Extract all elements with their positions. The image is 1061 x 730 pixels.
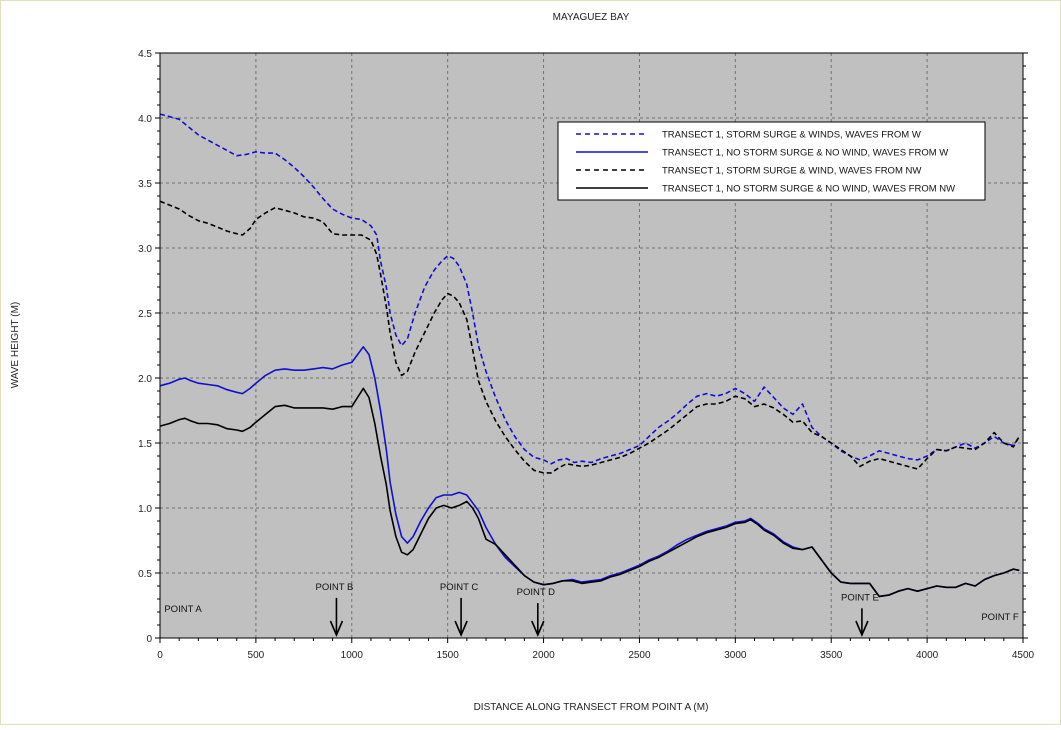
x-tick-label: 0 <box>157 650 163 661</box>
y-tick-label: 3.5 <box>138 179 152 190</box>
y-tick-label: 1.0 <box>138 504 152 515</box>
point-annotations: POINT A POINT B POINT C POINT D POINT E POINT… <box>164 582 1019 638</box>
y-tick-label: 4.0 <box>138 114 152 125</box>
arrow-head-icon <box>454 620 468 638</box>
series-line-3 <box>159 200 1020 474</box>
y-tick-label: 2.5 <box>138 309 152 320</box>
point-label: POINT B <box>316 582 354 593</box>
x-tick-label: 500 <box>248 650 265 661</box>
series-line-1 <box>159 113 1020 465</box>
y-axis-title: WAVE HEIGHT (M) <box>10 302 21 388</box>
x-tick-label: 1000 <box>341 650 364 661</box>
x-tick-label: 1500 <box>437 650 460 661</box>
arrow-head-icon <box>329 620 344 638</box>
legend-label-4: TRANSECT 1, NO STORM SURGE & NO WIND, WA… <box>662 184 955 195</box>
series-line-4 <box>159 387 1020 598</box>
x-tick-label: 2000 <box>532 650 555 661</box>
point-label: POINT A <box>164 604 202 615</box>
y-tick-label: 3.0 <box>138 244 152 255</box>
y-tick-label: 0 <box>146 634 152 645</box>
arrow-head-icon <box>855 620 869 638</box>
data-series <box>159 113 1020 598</box>
chart-title: MAYAGUEZ BAY <box>553 12 630 23</box>
legend-label-2: TRANSECT 1, NO STORM SURGE & NO WIND, WA… <box>662 148 948 159</box>
point-label: POINT F <box>981 612 1018 623</box>
y-tick-label: 2.0 <box>138 374 152 385</box>
x-tick-label: 3500 <box>820 650 843 661</box>
point-label: POINT D <box>517 587 555 598</box>
legend-box <box>557 121 986 201</box>
x-tick-label: 4000 <box>916 650 939 661</box>
legend: TRANSECT 1, STORM SURGE & WINDS, WAVES F… <box>557 121 986 201</box>
axes: 0 500 1000 1500 2000 2500 3000 3500 4000 4500 0 0.5… <box>138 49 1034 661</box>
arrow-head-icon <box>531 620 545 638</box>
legend-label-1: TRANSECT 1, STORM SURGE & WINDS, WAVES F… <box>662 130 921 141</box>
x-tick-label: 3000 <box>724 650 747 661</box>
y-tick-label: 1.5 <box>138 439 152 450</box>
legend-label-3: TRANSECT 1, STORM SURGE & WIND, WAVES FR… <box>662 166 921 177</box>
x-tick-label: 2500 <box>628 650 651 661</box>
y-tick-label: 4.5 <box>138 49 152 60</box>
x-tick-label: 4500 <box>1012 650 1035 661</box>
y-tick-label: 0.5 <box>138 569 152 580</box>
plot-border <box>159 52 1024 639</box>
point-label: POINT C <box>440 582 478 593</box>
x-axis-title: DISTANCE ALONG TRANSECT FROM POINT A (M) <box>474 702 709 713</box>
point-label: POINT E <box>841 592 879 603</box>
